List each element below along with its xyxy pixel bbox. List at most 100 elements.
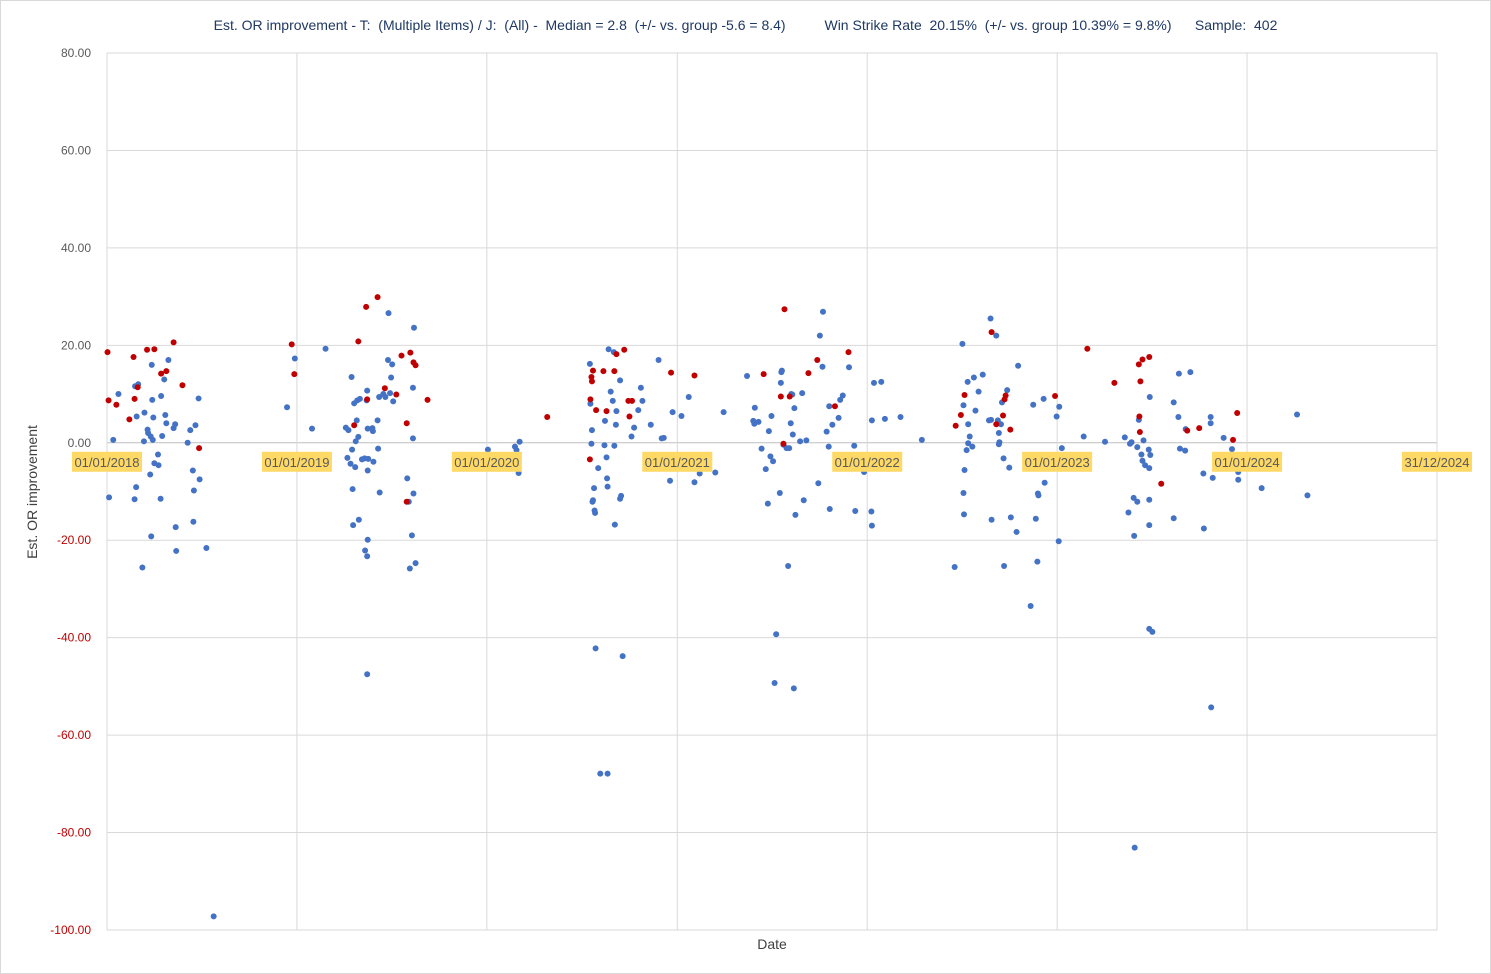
data-point-blue: [355, 433, 362, 440]
data-point-blue: [1235, 476, 1242, 483]
data-point-blue: [1007, 514, 1014, 521]
data-point-blue: [797, 438, 804, 445]
data-point-blue: [1175, 370, 1182, 377]
data-point-red: [613, 351, 620, 358]
data-point-blue: [149, 396, 156, 403]
data-point-red: [593, 407, 600, 414]
data-point-red: [179, 382, 186, 389]
data-point-red: [1137, 378, 1144, 385]
y-tick-label: -80.00: [57, 826, 91, 840]
data-point-blue: [1006, 464, 1013, 471]
data-point-red: [603, 408, 610, 415]
data-point-blue: [154, 451, 161, 458]
x-axis-ticks: 01/01/2018 01/01/2019 01/01/2020 01/01/2021…: [72, 451, 1472, 472]
data-point-blue: [800, 497, 807, 504]
data-point-blue: [1125, 509, 1132, 516]
data-point-red: [126, 416, 133, 423]
data-point-blue: [965, 421, 972, 428]
data-point-red: [777, 393, 784, 400]
data-point-blue: [350, 522, 357, 529]
data-point-blue: [106, 494, 113, 501]
data-point-blue: [765, 428, 772, 435]
data-point-blue: [1000, 455, 1007, 462]
data-point-blue: [604, 475, 611, 482]
data-point-blue: [1145, 446, 1152, 453]
data-point-red: [355, 338, 362, 345]
data-point-blue: [348, 374, 355, 381]
data-point-blue: [1207, 413, 1214, 420]
y-tick-label: 80.00: [61, 46, 91, 60]
data-point-blue: [1056, 403, 1063, 410]
data-point-blue: [609, 397, 616, 404]
data-points: [104, 294, 1311, 920]
data-point-blue: [960, 402, 967, 409]
data-point-red: [196, 445, 203, 452]
data-point-blue: [660, 434, 667, 441]
data-point-blue: [1304, 492, 1311, 499]
data-point-red: [158, 370, 165, 377]
data-point-blue: [837, 396, 844, 403]
data-point-red: [600, 368, 607, 375]
data-point-blue: [767, 453, 774, 460]
data-point-red: [131, 395, 138, 402]
data-point-blue: [785, 563, 792, 570]
data-point-blue: [1200, 525, 1207, 532]
data-point-blue: [778, 367, 785, 374]
data-point-blue: [349, 486, 356, 493]
data-point-blue: [1294, 411, 1301, 418]
data-point-blue: [591, 485, 598, 492]
data-point-red: [691, 372, 698, 379]
data-point-blue: [382, 393, 389, 400]
data-point-blue: [846, 364, 853, 371]
data-point-red: [1158, 480, 1165, 487]
data-point-blue: [364, 553, 371, 560]
data-point-blue: [1140, 437, 1147, 444]
data-point-blue: [370, 458, 377, 465]
data-point-red: [412, 362, 419, 369]
data-point-blue: [384, 356, 391, 363]
data-point-blue: [140, 438, 147, 445]
data-point-blue: [1131, 532, 1138, 539]
data-point-blue: [667, 477, 674, 484]
data-point-blue: [309, 425, 316, 432]
data-point-blue: [364, 671, 371, 678]
x-tick-label-box: [261, 451, 332, 472]
data-point-blue: [777, 379, 784, 386]
data-point-blue: [355, 516, 362, 523]
data-point-blue: [375, 445, 382, 452]
data-point-blue: [365, 455, 372, 462]
data-point-blue: [110, 436, 117, 443]
data-point-blue: [669, 409, 676, 416]
data-point-blue: [364, 536, 371, 543]
data-point-blue: [852, 507, 859, 514]
x-tick-label: 01/01/2024: [1212, 451, 1283, 472]
data-point-blue: [639, 397, 646, 404]
data-point-blue: [192, 422, 199, 429]
data-point-blue: [826, 403, 833, 410]
data-point-blue: [868, 417, 875, 424]
chart-title: Est. OR improvement - T: (Multiple Items…: [213, 17, 1278, 33]
data-point-blue: [815, 480, 822, 487]
data-point-blue: [993, 332, 1000, 339]
data-point-blue: [764, 500, 771, 507]
data-point-blue: [159, 432, 166, 439]
data-point-blue: [284, 404, 291, 411]
data-point-blue: [819, 308, 826, 315]
data-point-blue: [196, 476, 203, 483]
data-point-blue: [1220, 434, 1227, 441]
data-point-blue: [408, 532, 415, 539]
data-point-blue: [965, 440, 972, 447]
data-point-blue: [988, 516, 995, 523]
data-point-blue: [792, 511, 799, 518]
data-point-blue: [995, 430, 1002, 437]
data-point-blue: [637, 384, 644, 391]
data-point-blue: [966, 433, 973, 440]
data-point-red: [814, 356, 821, 363]
data-point-red: [1184, 427, 1191, 434]
data-point-red: [134, 384, 141, 391]
data-point-blue: [353, 417, 360, 424]
data-point-blue: [897, 413, 904, 420]
data-point-blue: [1053, 413, 1060, 420]
data-point-red: [957, 412, 964, 419]
data-point-red: [831, 403, 838, 410]
